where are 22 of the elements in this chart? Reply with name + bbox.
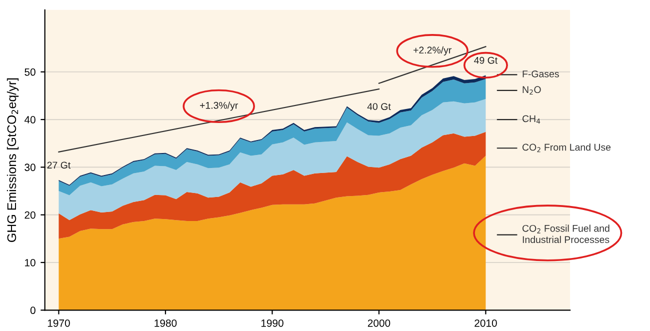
y-tick-label: 50 — [24, 68, 36, 76]
text: CO$_{2}$ From Land Use — [522, 144, 611, 152]
x-tick-label: 1970 — [48, 319, 70, 327]
y-tick-label: 20 — [24, 211, 36, 219]
annotation: +1.3%/yr — [200, 102, 238, 111]
text: CH$_{4}$ — [522, 115, 540, 124]
annotation: +2.2%/yr — [414, 46, 452, 56]
x-tick-label: 1980 — [154, 319, 177, 327]
text: N$_{2}$O — [522, 86, 541, 95]
text: F-Gases — [522, 70, 559, 78]
text: CO$_{2}$ Fossil Fuel and Industrial Processes — [522, 224, 610, 244]
annotation: 27 Gt — [47, 162, 71, 169]
y-axis-title: GHG Emissions [GtCO$_{2}$eq/yr] — [6, 78, 19, 242]
y-tick-label: 10 — [25, 258, 36, 266]
x-tick-label: 2010 — [474, 319, 497, 327]
x-tick-label: 2000 — [368, 319, 390, 327]
y-tick-label: 0 — [30, 306, 36, 314]
y-tick-label: 30 — [24, 164, 36, 172]
x-tick-label: 1990 — [261, 319, 284, 327]
y-tick-label: 40 — [24, 116, 36, 124]
annotation: 40 Gt — [367, 103, 391, 110]
annotation: 49 Gt — [474, 56, 498, 64]
